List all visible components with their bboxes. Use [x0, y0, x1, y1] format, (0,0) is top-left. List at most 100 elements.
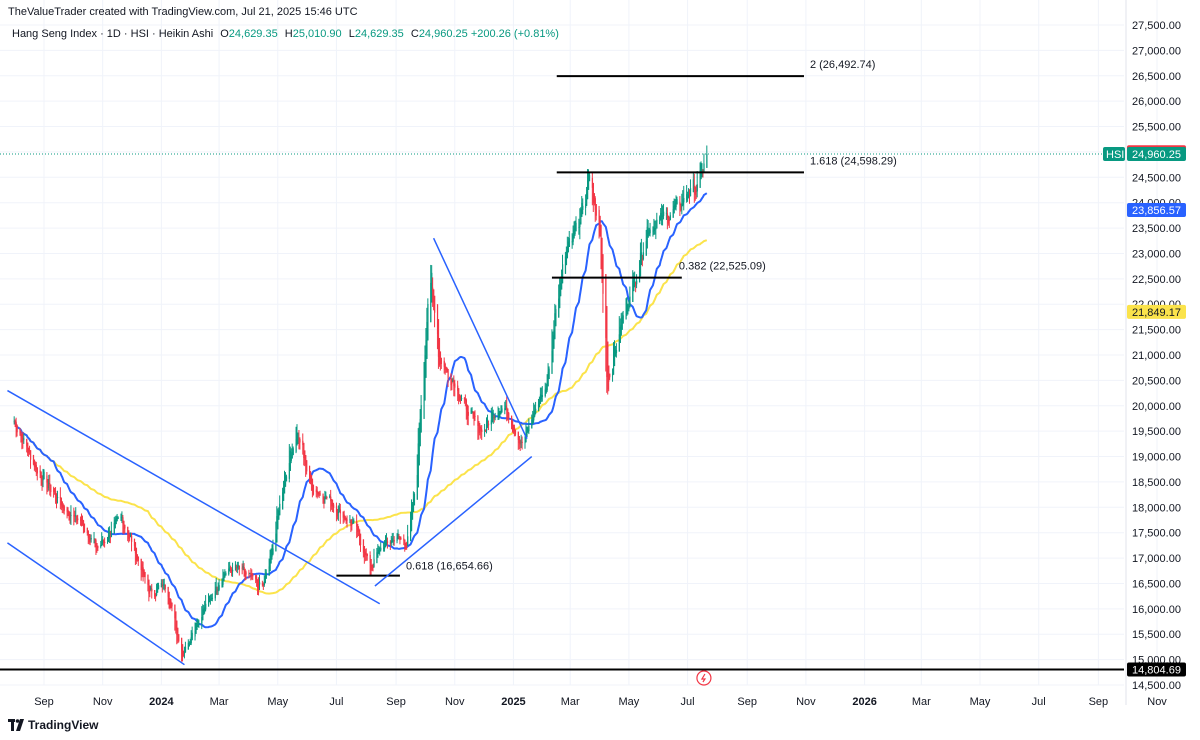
candle-body — [113, 522, 115, 534]
channel-lower-trendline[interactable] — [7, 542, 185, 666]
candle-body — [471, 411, 473, 413]
candle-body — [171, 602, 173, 607]
price-axis[interactable]: 14,500.0015,000.0015,500.0016,000.0016,5… — [1125, 0, 1181, 705]
candle-body — [202, 609, 204, 621]
candle-body — [665, 212, 668, 214]
candle-body — [499, 413, 501, 415]
price-tick-label: 18,000.00 — [1132, 502, 1181, 514]
candle-body — [655, 228, 657, 230]
candle-body — [443, 360, 445, 367]
rising-support-trendline[interactable] — [374, 455, 533, 587]
candle-body — [218, 585, 220, 590]
event-marker-icon[interactable] — [696, 670, 712, 686]
candle-body — [498, 413, 500, 416]
candle-body — [26, 438, 28, 447]
candle-body — [236, 566, 239, 568]
price-tags: 24,994.1424,960.25HSI23,856.5721,849.171… — [1103, 145, 1186, 677]
candle-body — [682, 199, 684, 206]
candle-body — [53, 488, 55, 492]
candle-body — [532, 416, 534, 425]
tradingview-brand[interactable]: TradingView — [8, 718, 98, 732]
candle-body — [692, 179, 695, 193]
candle-body — [359, 533, 362, 545]
fib-level-label: 0.618 (16,654.66) — [406, 561, 493, 573]
candle-body — [140, 558, 142, 571]
price-tick-label: 27,000.00 — [1132, 45, 1181, 57]
price-tick-label: 19,500.00 — [1132, 426, 1181, 438]
fib-level-label: 2 (26,492.74) — [810, 59, 875, 71]
candle-body — [39, 470, 41, 473]
time-axis[interactable]: Sep Nov 2024 Mar May Jul Sep Nov 2025 Mar May Jul Se… — [34, 696, 1167, 708]
candle-body — [303, 442, 305, 458]
candle-body — [104, 541, 106, 543]
candle-body — [129, 534, 131, 537]
candle-body — [150, 588, 152, 590]
candle-body — [284, 480, 286, 494]
candle-body — [660, 213, 662, 221]
candle-body — [593, 193, 595, 204]
candle-body — [309, 465, 311, 477]
price-tick-label: 27,500.00 — [1132, 20, 1181, 32]
candle-body — [613, 357, 615, 375]
candle-body — [101, 539, 103, 546]
candle-body — [77, 518, 79, 521]
candle-body — [472, 411, 474, 416]
candle-body — [636, 280, 638, 285]
candle-body — [13, 420, 15, 422]
candle-body — [688, 194, 690, 197]
candle-body — [22, 437, 24, 441]
candle-body — [371, 564, 373, 568]
candle-body — [538, 400, 541, 408]
candle-body — [178, 634, 180, 642]
candle-body — [568, 238, 570, 247]
price-tick-label: 21,500.00 — [1132, 325, 1181, 337]
candle-body — [626, 305, 628, 314]
candle-body — [190, 637, 192, 644]
chart-drawings[interactable]: 2 (26,492.74) 1.618 (24,598.29) 0.382 (22,… — [0, 59, 1124, 686]
candle-body — [370, 559, 372, 571]
symbol-legend[interactable]: Hang Seng Index · 1D · HSI · Heikin Ashi… — [12, 28, 559, 40]
candle-body — [115, 518, 117, 525]
candle-body — [410, 508, 413, 532]
candle-body — [686, 194, 688, 201]
candle-body — [393, 540, 395, 542]
candle-body — [659, 217, 661, 225]
candle-body — [369, 554, 371, 564]
candle-body — [19, 428, 21, 434]
candle-body — [544, 389, 546, 397]
candle-body — [331, 498, 333, 507]
candle-body — [344, 515, 346, 520]
price-tag-label: 23,856.57 — [1132, 205, 1181, 217]
candle-body — [454, 383, 456, 388]
candle-body — [385, 538, 388, 544]
candle-body — [41, 475, 43, 486]
time-tick-label: May — [619, 696, 640, 708]
candle-body — [467, 411, 469, 416]
symbol-title[interactable]: Hang Seng Index · 1D · HSI · Heikin Ashi — [12, 28, 214, 40]
candle-body — [620, 324, 622, 335]
candle-body — [645, 241, 647, 256]
candle-body — [463, 398, 466, 400]
falling-resistance-trendline[interactable] — [432, 237, 528, 440]
candle-body — [486, 424, 488, 431]
candle-body — [586, 192, 588, 206]
time-tick-label: May — [267, 696, 288, 708]
candle-body — [315, 489, 317, 492]
candle-body — [50, 484, 52, 493]
channel-upper-trendline[interactable] — [7, 389, 381, 605]
candle-body — [336, 508, 339, 517]
candle-body — [588, 174, 591, 182]
candle-body — [551, 350, 553, 374]
candle-body — [296, 433, 298, 446]
candle-body — [86, 527, 88, 534]
candle-body — [484, 429, 486, 431]
symbol-tag — [1103, 146, 1125, 161]
candle-body — [465, 399, 468, 410]
candle-body — [352, 520, 354, 524]
candle-body — [195, 626, 197, 634]
candle-body — [136, 554, 139, 560]
candle-body — [46, 475, 48, 483]
candle-body — [646, 226, 648, 249]
symbol-tag-label: HSI — [1106, 149, 1124, 161]
